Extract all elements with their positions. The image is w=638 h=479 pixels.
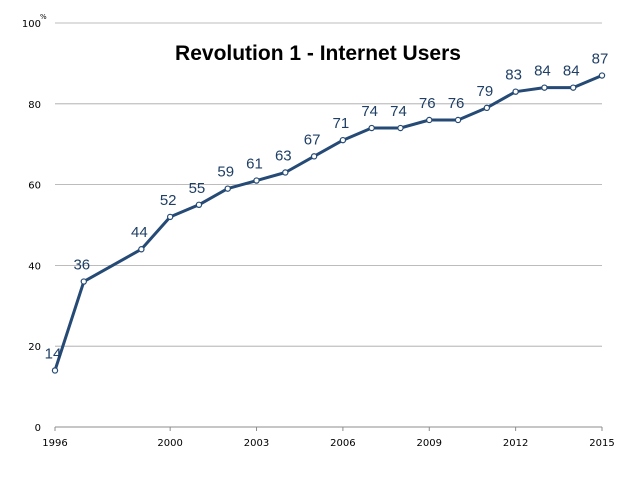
series-line <box>53 74 603 371</box>
data-label: 36 <box>73 257 90 274</box>
series-internet-users <box>51 72 606 374</box>
data-point <box>397 124 404 132</box>
data-point <box>368 124 375 132</box>
data-label: 83 <box>505 67 522 84</box>
data-label: 84 <box>563 63 580 80</box>
data-label: 74 <box>361 103 378 120</box>
data-labels: 14 36 44 52 55 59 61 63 67 71 74 74 76 76 79 83 84 84 87 <box>45 51 609 363</box>
x-tick-label: 2009 <box>417 438 442 449</box>
data-label: 84 <box>534 63 551 80</box>
data-point <box>195 201 203 208</box>
x-tick-label: 2012 <box>503 438 528 449</box>
y-tick-label: 80 <box>28 100 41 111</box>
data-point <box>512 88 519 95</box>
data-point <box>166 213 174 221</box>
data-point <box>483 104 491 112</box>
data-point <box>253 177 260 184</box>
data-point <box>80 278 87 285</box>
axes <box>54 426 603 431</box>
data-label: 76 <box>419 95 436 112</box>
y-tick-label: 20 <box>28 342 41 353</box>
data-label: 55 <box>189 180 206 197</box>
x-tick-label: 1996 <box>42 438 67 449</box>
data-point <box>598 72 606 79</box>
y-unit-label: % <box>40 13 47 21</box>
data-label: 74 <box>390 103 407 120</box>
data-label: 76 <box>448 95 465 112</box>
data-label: 63 <box>275 147 292 164</box>
data-label: 14 <box>45 345 62 362</box>
data-point <box>541 84 548 91</box>
data-label: 52 <box>160 192 177 209</box>
data-point <box>339 136 347 144</box>
data-point <box>224 185 231 192</box>
data-point <box>282 169 289 176</box>
grid-lines <box>55 22 602 347</box>
data-point <box>310 153 318 160</box>
y-tick-label: 40 <box>28 261 41 272</box>
data-label: 87 <box>592 51 609 68</box>
data-point <box>570 84 577 91</box>
y-tick-label: 60 <box>28 181 41 192</box>
data-label: 61 <box>246 156 263 173</box>
data-point <box>426 116 433 124</box>
data-label: 59 <box>217 164 234 181</box>
data-point <box>138 246 145 253</box>
data-label: 79 <box>476 83 493 100</box>
x-tick-label: 2000 <box>157 438 182 449</box>
x-tick-label: 2003 <box>244 438 269 449</box>
data-point <box>51 367 59 374</box>
data-label: 71 <box>333 115 350 132</box>
y-tick-label: 0 <box>35 423 41 434</box>
chart-title: Revolution 1 - Internet Users <box>175 42 461 65</box>
x-tick-label: 2006 <box>330 438 355 449</box>
x-tick-label: 2015 <box>589 438 614 449</box>
y-tick-label: 100 <box>22 19 41 30</box>
data-label: 44 <box>131 224 148 241</box>
data-label: 67 <box>304 131 321 148</box>
data-point <box>454 116 462 124</box>
tick-labels: 0 20 40 60 80 100 1996 2000 2003 2006 2009 2012 2015 <box>22 19 615 449</box>
